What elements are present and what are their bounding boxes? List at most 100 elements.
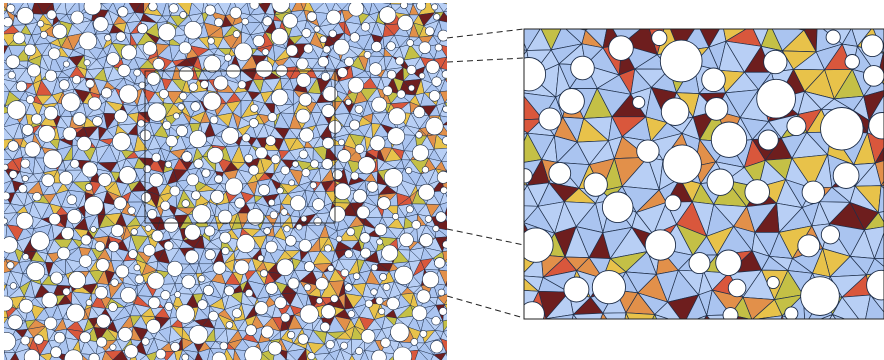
mesh-cell xyxy=(0,0,5,1)
hole xyxy=(96,313,111,329)
mesh-cell xyxy=(336,0,349,2)
hole xyxy=(387,127,406,146)
mesh-cell xyxy=(459,0,469,4)
mesh-cell xyxy=(459,192,471,204)
hole xyxy=(354,143,365,154)
mesh-cell xyxy=(451,137,467,148)
hole xyxy=(328,29,337,38)
overview-holes xyxy=(4,3,447,360)
mesh-cell xyxy=(463,229,476,242)
hole xyxy=(181,199,190,208)
mesh-cell xyxy=(4,6,7,12)
mesh-cell xyxy=(524,42,528,51)
hole xyxy=(832,162,860,189)
hole xyxy=(202,92,222,111)
hole xyxy=(704,97,729,121)
hole xyxy=(21,175,29,183)
mesh-cell xyxy=(857,0,883,27)
hole xyxy=(636,139,660,163)
hole xyxy=(252,34,265,47)
mesh-cell xyxy=(217,3,219,4)
hole xyxy=(861,34,884,58)
mesh-cell xyxy=(459,261,472,269)
mesh-cell xyxy=(793,325,818,348)
mesh-cell xyxy=(524,184,528,192)
hole xyxy=(369,62,383,76)
hole xyxy=(786,116,807,137)
hole xyxy=(96,258,110,272)
hole xyxy=(201,168,211,178)
mesh-cell xyxy=(584,29,587,31)
hole xyxy=(181,274,196,289)
mesh-cell xyxy=(444,304,447,310)
hole xyxy=(53,331,66,344)
hole xyxy=(355,347,363,355)
hole xyxy=(234,197,246,209)
connector-line xyxy=(446,57,525,63)
mesh-cell xyxy=(464,58,477,71)
mesh-cell xyxy=(449,196,464,204)
hole xyxy=(241,133,251,143)
mesh-cell xyxy=(747,320,774,347)
hole xyxy=(166,260,183,277)
mesh-cell xyxy=(177,3,178,4)
mesh-cell xyxy=(652,314,658,319)
mesh-cell xyxy=(0,317,1,328)
hole xyxy=(232,30,241,38)
hole xyxy=(114,109,128,123)
hole xyxy=(111,224,125,238)
hole xyxy=(169,185,181,197)
hole xyxy=(142,41,157,56)
hole xyxy=(438,307,447,316)
zoom-connectors xyxy=(446,28,525,319)
mesh-cell xyxy=(468,261,480,270)
mesh-cell xyxy=(451,125,467,137)
mesh-cell xyxy=(728,314,734,319)
mesh-cell xyxy=(457,328,470,344)
hole xyxy=(395,56,405,66)
mesh-cell xyxy=(107,0,120,3)
mesh-cell xyxy=(217,3,219,4)
hole xyxy=(7,314,23,330)
mesh-cell xyxy=(44,0,54,2)
hole xyxy=(148,3,158,12)
hole xyxy=(43,105,59,121)
hole xyxy=(188,130,207,149)
hole xyxy=(139,129,152,142)
mesh-cell xyxy=(0,202,3,215)
hole xyxy=(261,48,270,56)
hole xyxy=(48,213,61,226)
mesh-cell xyxy=(345,0,357,2)
mesh-cell xyxy=(461,94,469,102)
hole xyxy=(7,71,16,80)
mesh-cell xyxy=(246,3,248,4)
hole xyxy=(144,224,152,232)
mesh-cell xyxy=(151,0,168,1)
hole xyxy=(181,353,190,360)
hole xyxy=(382,283,391,291)
hole xyxy=(268,199,276,207)
hole xyxy=(280,312,291,323)
mesh-cell xyxy=(457,9,472,21)
mesh-cell xyxy=(0,159,4,171)
hole xyxy=(296,72,312,88)
hole xyxy=(177,103,185,111)
mesh-cell xyxy=(573,312,604,319)
hole xyxy=(117,6,129,18)
hole xyxy=(174,291,181,298)
hole xyxy=(410,338,419,346)
mesh-cell xyxy=(608,8,647,23)
mesh-cell xyxy=(730,314,751,319)
hole xyxy=(763,49,788,75)
mesh-cell xyxy=(501,89,521,121)
hole xyxy=(124,344,139,359)
hole xyxy=(660,97,690,126)
hole xyxy=(20,335,31,346)
hole xyxy=(119,84,139,104)
hole xyxy=(120,287,137,304)
hole xyxy=(245,324,257,337)
hole xyxy=(442,136,447,146)
mesh-cell xyxy=(781,315,792,319)
hole xyxy=(346,227,356,237)
zoom-mesh-panel xyxy=(501,0,884,348)
